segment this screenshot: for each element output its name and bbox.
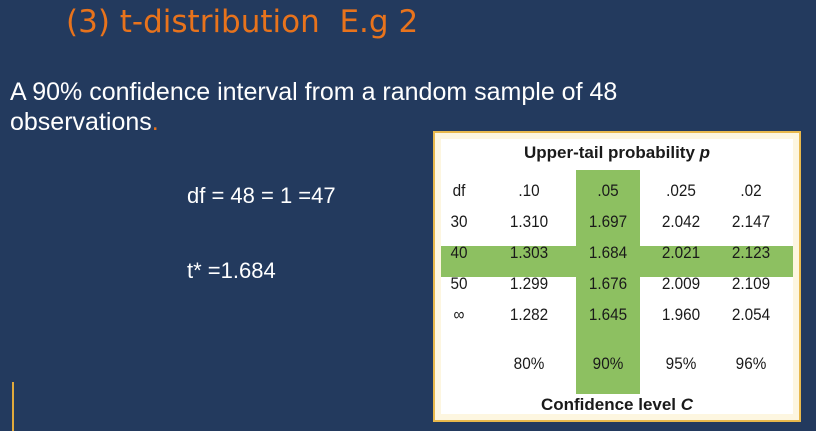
cell-row-40-4: 2.123 xyxy=(731,243,771,262)
body-text: A 90% confidence interval from a random … xyxy=(10,77,810,137)
slide-title: (3) t-distribution E.g 2 xyxy=(66,4,419,40)
cell-header-3: .025 xyxy=(666,181,696,200)
cell-row-30-2: 1.697 xyxy=(588,212,628,231)
cell-header-0: df xyxy=(452,181,466,200)
cell-row-30-0: 30 xyxy=(450,212,468,231)
cell-row-30-4: 2.147 xyxy=(731,212,771,231)
body-period: . xyxy=(151,108,159,136)
cell-confidence-2: 90% xyxy=(592,354,624,373)
cell-row-40-1: 1.303 xyxy=(509,243,549,262)
t-star-value: t* =1.684 xyxy=(187,258,276,283)
cell-row-50-3: 2.009 xyxy=(661,274,701,293)
cell-row-inf-3: 1.960 xyxy=(661,305,701,324)
cell-confidence-1: 80% xyxy=(513,354,545,373)
cell-row-50-4: 2.109 xyxy=(731,274,771,293)
cell-row-inf-0: ∞ xyxy=(453,305,465,324)
cell-header-1: .10 xyxy=(518,181,540,200)
cell-row-30-3: 2.042 xyxy=(661,212,701,231)
cell-header-4: .02 xyxy=(740,181,762,200)
cell-confidence-4: 96% xyxy=(735,354,767,373)
cell-row-50-1: 1.299 xyxy=(509,274,549,293)
cell-row-40-2: 1.684 xyxy=(588,243,628,262)
t-table: Upper-tail probability p df .10 .05 .025 .02… xyxy=(433,131,801,422)
cell-confidence-3: 95% xyxy=(665,354,697,373)
cell-row-inf-2: 1.645 xyxy=(588,305,628,324)
confidence-level-header: Confidence level C xyxy=(540,395,694,414)
df-calculation: df = 48 = 1 =47 xyxy=(187,183,336,208)
body-line-2: observations xyxy=(10,108,152,136)
t-table-inner: Upper-tail probability p df .10 .05 .025 .02… xyxy=(441,139,793,414)
highlight-column xyxy=(576,170,640,394)
cell-row-50-0: 50 xyxy=(450,274,468,293)
highlight-row xyxy=(441,246,793,277)
cell-row-50-2: 1.676 xyxy=(588,274,628,293)
cell-row-40-0: 40 xyxy=(450,243,468,262)
cell-row-inf-4: 2.054 xyxy=(731,305,771,324)
body-line-1: A 90% confidence interval from a random … xyxy=(10,78,618,106)
accent-bar xyxy=(12,382,14,431)
cell-header-2: .05 xyxy=(597,181,619,200)
cell-row-40-3: 2.021 xyxy=(661,243,701,262)
cell-row-inf-1: 1.282 xyxy=(509,305,549,324)
cell-row-30-1: 1.310 xyxy=(509,212,549,231)
upper-tail-header: Upper-tail probability p xyxy=(523,143,711,162)
